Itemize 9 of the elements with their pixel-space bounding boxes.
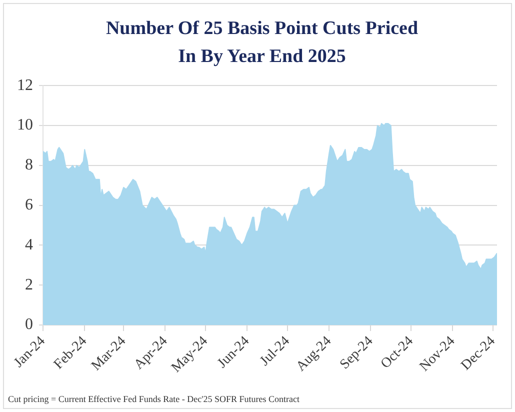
y-tick-label: 12 [17, 76, 33, 94]
text: Cut pricing = Current Effective Fed Funds Rate - Dec'25 SOFR Futures Contract [8, 394, 300, 405]
y-tick-label: 4 [25, 236, 33, 254]
y-tick-label: 10 [17, 116, 33, 134]
y-tick-label: 6 [25, 196, 33, 214]
y-tick-label: 0 [25, 316, 33, 334]
y-tick-label: 2 [25, 276, 33, 294]
y-tick-label: 8 [25, 156, 33, 174]
chart-title: Number Of 25 Basis Point Cuts Priced In By Year End 2025 [104, 17, 420, 69]
